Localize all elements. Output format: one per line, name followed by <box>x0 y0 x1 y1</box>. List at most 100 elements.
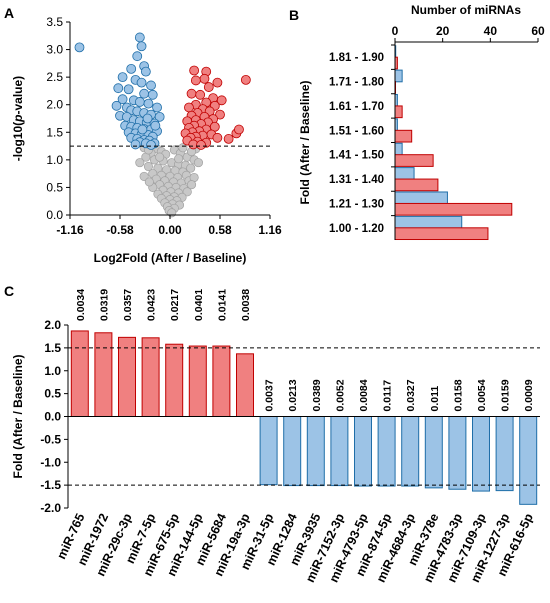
fold-change-bar-down <box>306 416 325 487</box>
downregulated-point <box>111 100 122 111</box>
fold-change-y-tick-label: 0.5 <box>44 387 61 401</box>
ns-point <box>186 163 196 173</box>
upregulated-point <box>189 65 200 76</box>
histogram-category-label: 1.41 - 1.50 <box>329 150 384 162</box>
histogram-category-label: 1.51 - 1.60 <box>329 125 384 137</box>
histogram-bar-down <box>394 167 415 180</box>
downregulated-point <box>136 77 147 88</box>
volcano-axes: 0.0 0.5 1.0 1.5 2.0 2.5 3.0 3.5 -1.16 -0.58 0.00 0.… <box>46 15 282 237</box>
downregulated-point <box>150 120 161 131</box>
upregulated-point <box>186 88 197 99</box>
fold-change-bar-down <box>401 416 420 487</box>
volcano-x-tick-label: 0.00 <box>158 223 182 237</box>
downregulated-point <box>143 98 154 109</box>
fold-change-bar-down <box>495 416 514 492</box>
fold-change-bar-down <box>519 416 538 505</box>
volcano-y-tick-label: 1.5 <box>46 125 63 139</box>
volcano-y-tick-label: 3.0 <box>46 43 63 57</box>
upregulated-point <box>216 95 227 106</box>
upregulated-point <box>223 134 234 144</box>
downregulated-point <box>154 111 165 122</box>
fold-change-bar-up <box>118 336 136 418</box>
volcano-y-tick-label: 2.5 <box>46 70 63 84</box>
downregulated-point <box>134 32 145 43</box>
volcano-plot: 0.0 0.5 1.0 1.5 2.0 2.5 3.0 3.5 -1.16 -0.58 0.00 0.… <box>11 15 282 265</box>
fold-change-y-tick-label: 1.5 <box>44 341 61 355</box>
fold-change-bar-down <box>330 416 349 487</box>
histogram-category-label: 1.81 - 1.90 <box>329 52 384 64</box>
downregulated-point <box>132 51 143 62</box>
downregulated-point <box>130 139 141 150</box>
pvalue-label: 0.0401 <box>193 289 205 321</box>
pvalue-label: 0.0038 <box>240 289 252 321</box>
downregulated-point <box>134 97 145 107</box>
upregulated-point <box>212 132 223 143</box>
pvalue-label: 0.0084 <box>358 379 370 411</box>
fold-change-bar-down <box>424 416 443 489</box>
downregulated-point <box>139 88 150 99</box>
pvalue-label: 0.0009 <box>523 379 535 411</box>
volcano-x-axis-label: Log2Fold (After / Baseline) <box>94 251 247 265</box>
ns-point <box>167 208 177 218</box>
downregulated-point <box>140 66 151 77</box>
histogram-bar-down <box>394 69 403 83</box>
fold-change-bar-down <box>448 416 467 490</box>
histogram-bar-up <box>394 227 489 241</box>
volcano-x-tick-label: -1.16 <box>56 223 84 237</box>
downregulated-point <box>136 41 147 52</box>
ns-point <box>182 187 192 197</box>
fold-change-y-tick-label: -1.5 <box>40 478 61 492</box>
histogram-axes: 0 20 40 60 1.81 - 1.90 1.71 - 1.80 1.61 - 1.70… <box>329 24 545 240</box>
pvalue-label: 0.0213 <box>287 379 299 411</box>
ns-point <box>139 171 149 181</box>
histogram-bars <box>394 45 513 241</box>
fold-change-bar-up <box>212 345 231 418</box>
fold-change-y-tick-label: 1.0 <box>44 364 61 378</box>
fold-change-y-tick-label: -1.0 <box>40 455 61 469</box>
upregulated-point <box>184 102 194 113</box>
fold-change-axes: 2.0 1.5 1.0 0.5 0.0 -0.5 -1.0 -1.5 -2.0 <box>40 318 540 515</box>
ns-point <box>193 158 203 168</box>
fold-change-y-tick-label: -0.5 <box>40 432 61 446</box>
fold-change-bar-up <box>141 337 160 417</box>
fold-change-y-tick-label: 2.0 <box>44 318 61 332</box>
volcano-x-tick-label: 1.16 <box>258 223 282 237</box>
volcano-y-tick-label: 0.5 <box>46 180 63 194</box>
downregulated-point <box>137 124 148 135</box>
pvalue-label: 0.0217 <box>169 289 181 321</box>
ns-point <box>135 158 145 168</box>
downregulated-point <box>146 140 156 150</box>
pvalue-label: 0.0327 <box>405 379 417 411</box>
volcano-points <box>74 32 251 218</box>
ns-point <box>143 161 153 172</box>
pvalue-label: 0.0034 <box>75 289 87 321</box>
fold-change-bar-down <box>472 416 490 492</box>
volcano-y-axis-label: -log10(p-value) <box>11 76 25 161</box>
upregulated-point <box>240 75 251 85</box>
pvalue-label: 0.0158 <box>452 379 464 411</box>
histogram-x-tick-label: 40 <box>484 24 498 38</box>
downregulated-point <box>117 94 128 105</box>
upregulated-point <box>203 82 214 92</box>
histogram-bar-up <box>394 202 513 216</box>
fold-change-bar-up <box>70 330 89 418</box>
volcano-y-tick-label: 0.0 <box>46 208 63 222</box>
fold-change-bar-down <box>354 416 372 487</box>
histogram-bar-up <box>394 154 434 167</box>
upregulated-point <box>199 73 210 84</box>
volcano-x-tick-label: 0.58 <box>208 223 232 237</box>
downregulated-point <box>147 89 158 100</box>
upregulated-point <box>234 124 244 135</box>
histogram-y-axis-label: Fold (After / Baseline) <box>298 80 312 204</box>
pvalue-label: 0.0159 <box>500 379 512 411</box>
fold-change-bar-up <box>94 332 113 417</box>
ns-point <box>153 163 163 173</box>
downregulated-point <box>152 102 162 113</box>
downregulated-point <box>113 83 124 94</box>
fold-change-y-tick-label: 0.0 <box>44 410 61 424</box>
histogram-bar-down <box>394 142 403 156</box>
histogram-category-label: 1.00 - 1.20 <box>329 223 384 235</box>
fold-change-y-axis-label: Fold (After / Baseline) <box>11 354 25 478</box>
upregulated-point <box>195 89 206 100</box>
histogram-category-label: 1.61 - 1.70 <box>329 101 384 113</box>
